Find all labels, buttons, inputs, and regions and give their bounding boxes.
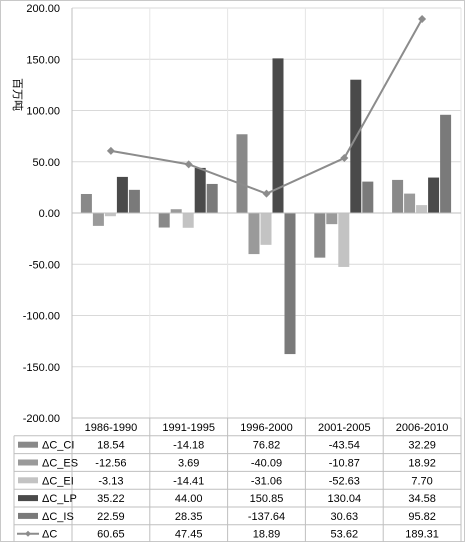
data-label: 35.22 (97, 493, 125, 505)
bar-clp (428, 177, 440, 213)
data-label: 18.92 (408, 458, 436, 470)
bar-clp (194, 167, 206, 213)
bar-ces (326, 213, 338, 225)
data-label: 44.00 (175, 493, 203, 505)
bar-cis (206, 183, 218, 213)
y-tick-label: -200.00 (23, 413, 60, 425)
data-label: -137.64 (248, 511, 285, 523)
data-label: -14.41 (173, 475, 204, 487)
legend-swatch (18, 441, 38, 448)
data-label: 7.70 (411, 475, 432, 487)
category-label: 2006-2010 (396, 422, 449, 434)
legend-label: ΔC_LP (42, 493, 77, 505)
bar-cei (260, 213, 272, 245)
bar-cci (236, 134, 248, 213)
data-label: 47.45 (175, 529, 203, 541)
data-label: -10.87 (329, 458, 360, 470)
legend-swatch (18, 512, 38, 519)
legend-marker (25, 530, 31, 537)
bar-cci (314, 213, 326, 258)
legend-swatch (18, 459, 38, 466)
line-point-marker (262, 189, 271, 198)
category-label: 1991-1995 (162, 422, 215, 434)
data-label: 18.89 (253, 529, 281, 541)
bar-cis (284, 213, 296, 355)
category-label: 2001-2005 (318, 422, 371, 434)
y-tick-label: -150.00 (23, 362, 60, 374)
data-label: -31.06 (251, 475, 282, 487)
line-point-marker (418, 14, 427, 23)
data-label: 18.54 (97, 440, 125, 452)
category-label: 1986-1990 (85, 422, 138, 434)
data-label: -52.63 (329, 475, 360, 487)
legend-label: ΔC_IS (42, 511, 74, 523)
bar-cis (362, 181, 374, 213)
data-label: 60.65 (97, 529, 125, 541)
y-axis-label: 百万吨 (11, 78, 24, 111)
bar-ces (170, 209, 182, 213)
y-tick-label: 200.00 (26, 3, 60, 15)
data-label: 189.31 (405, 529, 439, 541)
data-label: 30.63 (331, 511, 359, 523)
legend-label: ΔC (42, 529, 57, 541)
bar-cei (416, 205, 428, 213)
legend-label: ΔC_ES (42, 458, 78, 470)
y-tick-label: 100.00 (26, 106, 60, 118)
data-label: -3.13 (98, 475, 123, 487)
data-label: 76.82 (253, 440, 281, 452)
data-label: 28.35 (175, 511, 203, 523)
line-point-marker (184, 160, 193, 169)
bar-cis (440, 114, 452, 213)
bar-ces (404, 193, 416, 213)
y-tick-label: -100.00 (23, 311, 60, 323)
bar-cei (104, 213, 116, 217)
data-label: 3.69 (178, 458, 199, 470)
data-label: -40.09 (251, 458, 282, 470)
data-label: -14.18 (173, 440, 204, 452)
data-label: 34.58 (408, 493, 436, 505)
bar-ces (92, 213, 104, 226)
y-tick-label: 150.00 (26, 54, 60, 66)
bar-cci (158, 213, 170, 228)
data-label: 22.59 (97, 511, 125, 523)
line-point-marker (106, 146, 115, 155)
bar-ces (248, 213, 260, 255)
y-tick-label: -50.00 (29, 259, 60, 271)
legend-swatch (18, 495, 38, 502)
bar-clp (272, 58, 284, 213)
data-label: 53.62 (331, 529, 359, 541)
bar-cei (338, 213, 350, 267)
data-label: 150.85 (250, 493, 284, 505)
y-tick-label: 50.00 (32, 157, 60, 169)
data-label: -12.56 (95, 458, 126, 470)
bar-clp (116, 176, 128, 213)
line-point-marker (340, 154, 349, 163)
y-tick-label: 0.00 (39, 208, 60, 220)
bar-cis (128, 189, 140, 213)
data-label: 130.04 (327, 493, 361, 505)
data-label: 95.82 (408, 511, 436, 523)
category-label: 1996-2000 (240, 422, 293, 434)
bar-cci (392, 179, 404, 213)
legend-swatch (18, 477, 38, 484)
bar-clp (350, 79, 362, 213)
data-label: -43.54 (329, 440, 360, 452)
bar-cci (80, 193, 92, 213)
data-label: 32.29 (408, 440, 436, 452)
legend-label: ΔC_EI (42, 475, 74, 487)
bar-cei (182, 213, 194, 228)
legend-label: ΔC_CI (42, 440, 74, 452)
line-series-total (110, 18, 423, 195)
